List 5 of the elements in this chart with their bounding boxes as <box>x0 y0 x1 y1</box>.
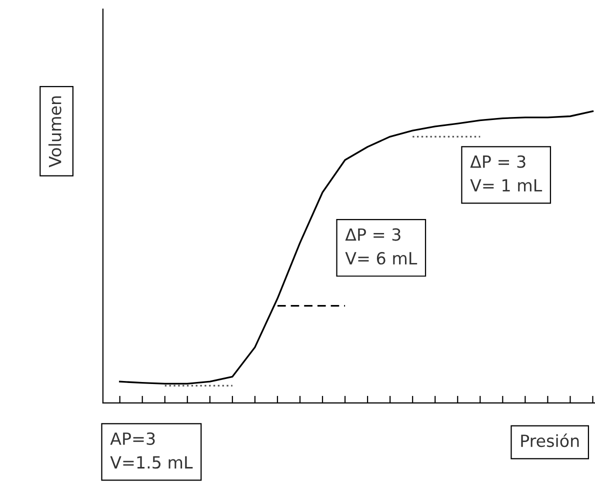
text: AP=3 V=1.5 mL <box>110 432 193 469</box>
y-axis-title: Volumen <box>48 96 62 168</box>
annotation: ΔP = 3 V= 6 mL <box>345 228 418 265</box>
x-axis-title: Presión <box>521 434 579 448</box>
annotation: ΔP = 3 V= 1 mL <box>470 155 542 192</box>
